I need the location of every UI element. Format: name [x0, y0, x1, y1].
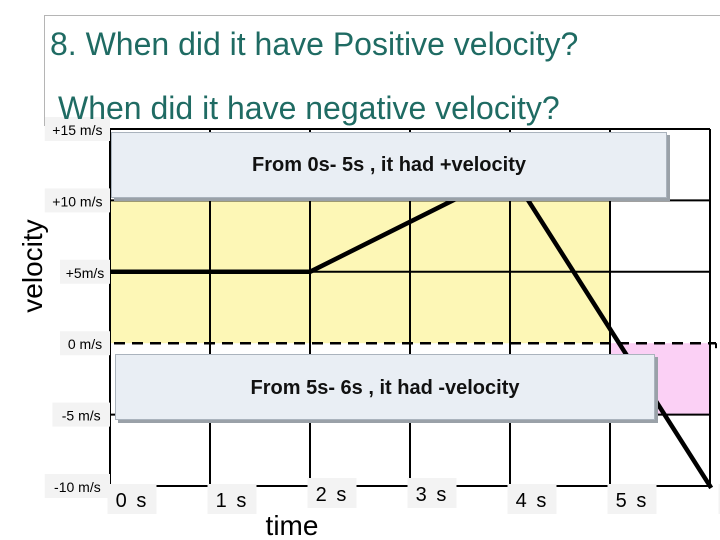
y-tick-label-box [44, 117, 110, 141]
x-tick-label: 2 s [316, 484, 349, 506]
y-axis-label: velocity [17, 219, 48, 312]
slide-title: 8. When did it have Positive velocity? [50, 26, 579, 62]
x-tick-label: 5 s [616, 490, 649, 512]
x-tick-label-box [607, 484, 657, 514]
x-tick-label: 1 s [216, 490, 249, 512]
y-tick-label: +5m/s [66, 265, 105, 281]
x-tick-label-box [307, 478, 357, 508]
y-tick-label: -5 m/s [62, 408, 101, 424]
title-frame [44, 15, 720, 126]
x-axis-label: time [266, 510, 319, 540]
y-tick-label: +10 m/s [52, 193, 102, 209]
y-tick-label-box [44, 474, 110, 498]
y-tick-label-box [60, 259, 110, 284]
y-tick-label-box [60, 331, 110, 356]
x-tick-label: 0 s [116, 490, 149, 512]
x-tick-label-box [107, 484, 157, 514]
x-tick-label: 4 s [516, 490, 549, 512]
x-tick-label: 3 s [416, 484, 449, 506]
y-tick-label: 0 m/s [68, 336, 102, 352]
y-tick-label-box [52, 402, 110, 427]
y-tick-label: -10 m/s [54, 479, 101, 495]
negative-velocity-callout: From 5s- 6s , it had -velocity [115, 354, 655, 420]
x-tick-label-box [718, 484, 720, 514]
x-tick-label-box [207, 484, 257, 514]
x-tick-label-box [407, 478, 457, 508]
y-tick-label-box [44, 188, 110, 213]
slide-subtitle: When did it have negative velocity? [58, 90, 560, 126]
y-tick-label: +15 m/s [52, 122, 102, 138]
velocity-series-line [107, 169, 714, 490]
positive-velocity-callout: From 0s- 5s , it had +velocity [111, 132, 667, 198]
x-tick-label-box [507, 484, 557, 514]
